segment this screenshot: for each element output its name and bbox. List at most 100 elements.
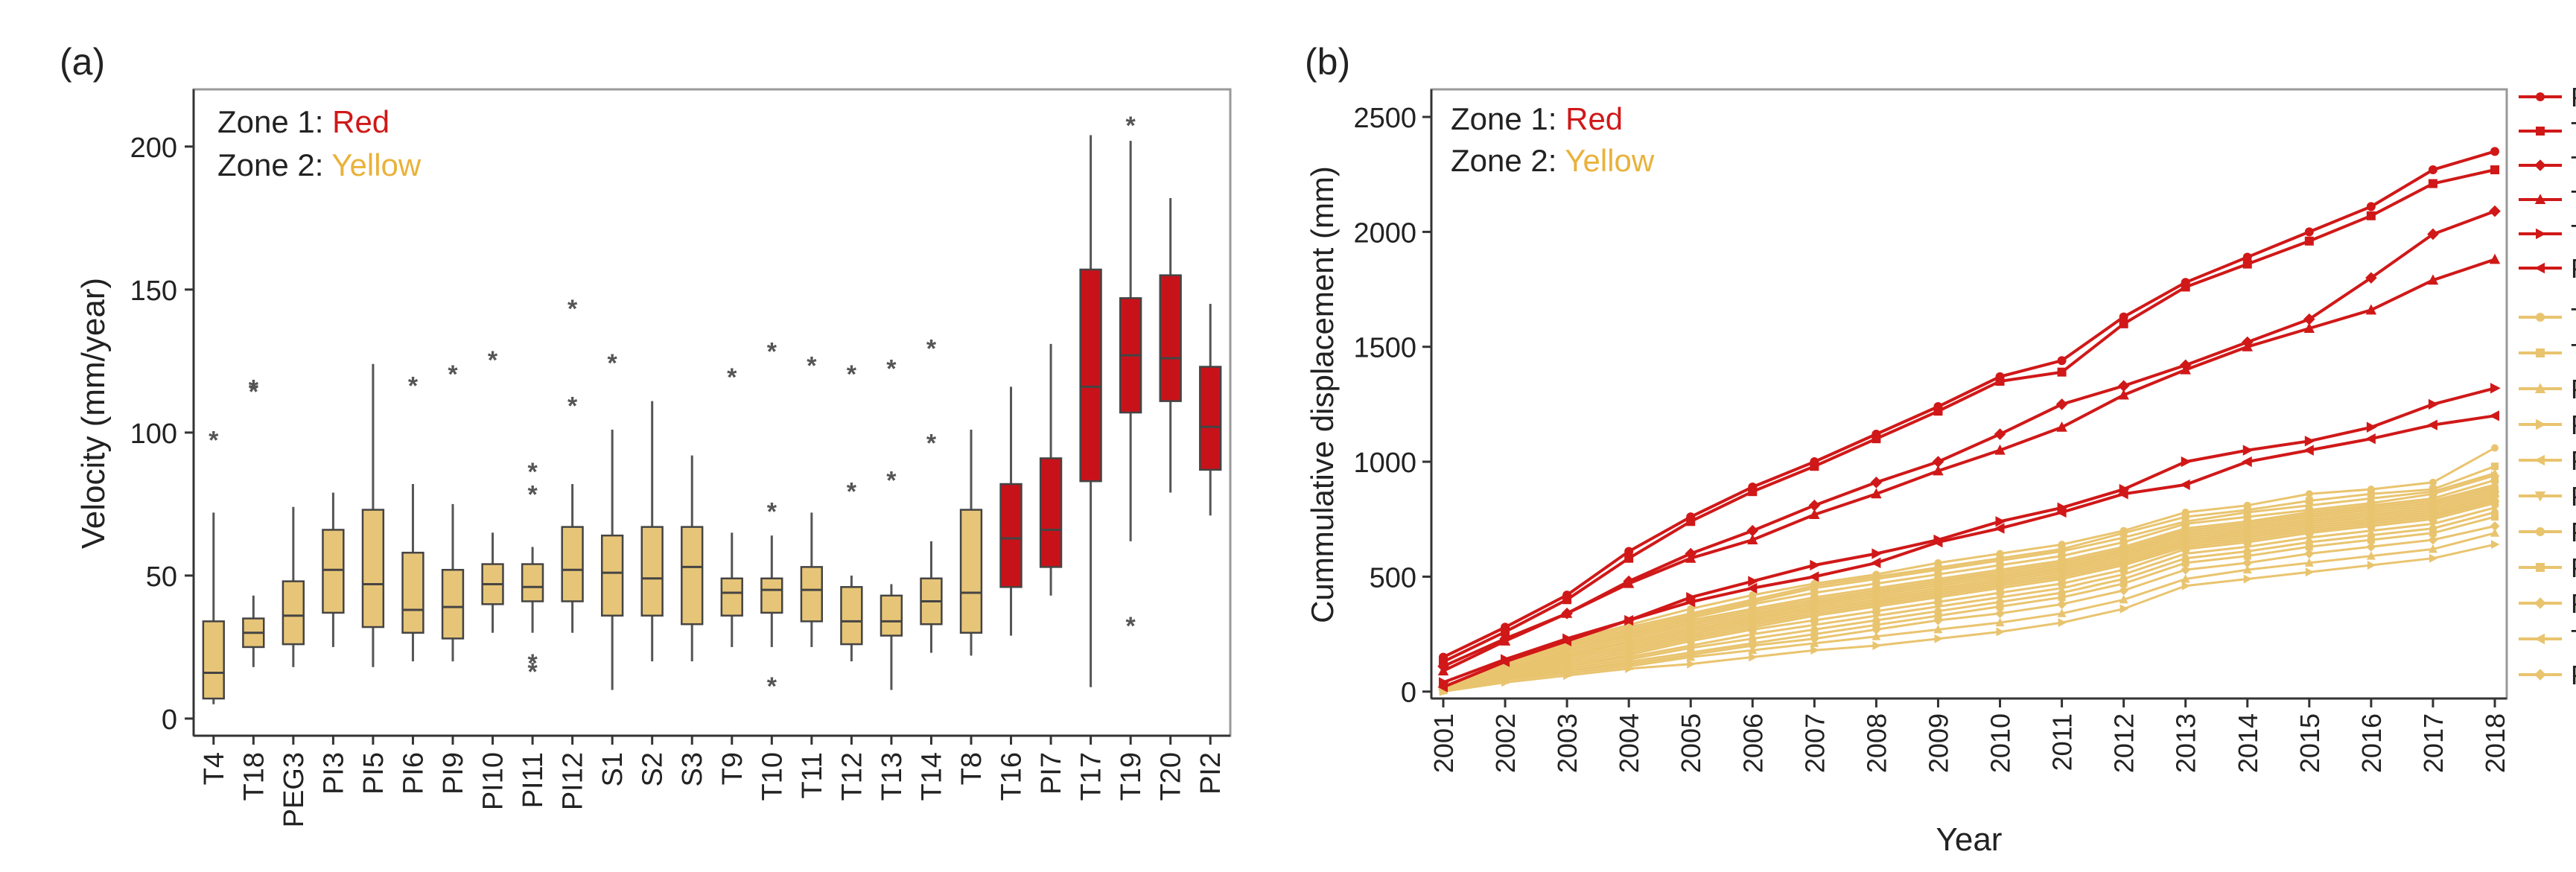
legend-item-PI10: PI10: [2519, 517, 2576, 547]
series-point: [2242, 558, 2253, 568]
box-iqr: [999, 483, 1023, 588]
legend-item-PI6: PI6: [2519, 445, 2576, 476]
series-point: [2119, 538, 2129, 547]
series-point: [1685, 552, 1696, 563]
series-point: [2181, 456, 2192, 468]
series-point: [1685, 596, 1696, 608]
series-point: [1994, 523, 2005, 534]
legend-label: T4: [2571, 302, 2576, 333]
panel-b-x-tick-label: 2005: [1676, 713, 1706, 773]
box-outlier: *: [926, 429, 937, 457]
box-outlier: *: [527, 481, 538, 509]
panel-b-x-tick-label: 2011: [2047, 713, 2078, 771]
series-point: [2428, 544, 2437, 553]
series-point: [2057, 356, 2067, 366]
panel-b-series-legend: PI7 T16 T17 T19 T20 PI2 T4 T18 PI3 PI5 PI6 PI9 PI10 P…: [2519, 82, 2576, 690]
series-point: [1748, 487, 1758, 497]
legend-label: T19: [2571, 185, 2576, 215]
box-T14: **: [920, 335, 943, 653]
box-iqr: [840, 586, 863, 646]
series-point: [2057, 608, 2067, 617]
series-point: [1624, 547, 1634, 556]
legend-item-T16: T16: [2519, 116, 2576, 147]
panel-a-y-tick-label: 200: [130, 133, 177, 164]
panel-b-y-tick-label: 2000: [1353, 217, 1416, 249]
series-point: [2181, 282, 2190, 292]
series-point: [2367, 560, 2376, 570]
series-point: [1872, 579, 1881, 588]
box-outlier: *: [527, 458, 538, 486]
series-point: [2429, 489, 2438, 499]
series-point: [2119, 594, 2128, 604]
panel-b-ylabel: Cummulative displacement (mm): [1305, 166, 1340, 623]
series-point: [1996, 627, 2006, 637]
series-point: [2429, 553, 2438, 563]
box-outlier: *: [527, 649, 538, 678]
series-line: [1443, 465, 2496, 689]
series-point: [1995, 516, 2006, 527]
series-line: [1443, 447, 2496, 688]
box-outlier: *: [567, 392, 578, 420]
panel-b-label: (b): [1305, 41, 1350, 83]
series-point: [1870, 557, 1881, 569]
box-T8: [959, 430, 983, 656]
series-point: [2305, 567, 2315, 577]
series-line: [1443, 472, 2496, 689]
box-outlier: *: [807, 352, 817, 381]
box-PI5: [361, 363, 385, 667]
series-point: [2490, 147, 2499, 156]
series-point: [2489, 253, 2501, 264]
legend-label: PI6: [2571, 445, 2576, 476]
series-point: [2181, 573, 2190, 583]
box-T10: * * *: [760, 338, 783, 701]
panel-a-x-tick-label: S2: [637, 752, 669, 786]
legend-label: T8: [2571, 624, 2576, 655]
legend-item-PI9: PI9: [2519, 481, 2576, 512]
series-point: [1810, 588, 1819, 598]
box-outlier: *: [1126, 612, 1136, 640]
series-point: [1623, 577, 1635, 588]
series-point: [2055, 398, 2068, 410]
panel-b-y-tick-label: 1000: [1353, 448, 1416, 479]
panel-a-x-tick-label: T16: [996, 752, 1028, 801]
panel-b-x-tick-label: 2010: [1985, 713, 2016, 773]
series-line: [1443, 492, 2496, 691]
legend-item-PI5: PI5: [2519, 410, 2576, 440]
box-PI6: *: [401, 372, 424, 662]
box-outlier: *: [527, 658, 538, 687]
series-point: [2428, 179, 2437, 188]
series-line: [1443, 168, 2496, 663]
series-line: [1443, 258, 2496, 672]
box-T19: **: [1119, 112, 1142, 640]
series-point: [1686, 652, 1696, 661]
series-point: [2303, 445, 2314, 456]
panel-a-x-tick-label: PI6: [398, 752, 429, 795]
series-point: [1687, 659, 1696, 669]
series-point: [2057, 584, 2067, 593]
legend-item-PI2: PI2: [2519, 253, 2576, 284]
panel-a-zone2-text: Zone 2: Yellow: [217, 147, 422, 182]
series-point: [2241, 456, 2252, 468]
panel-b-x-tick-label: 2004: [1614, 713, 1644, 773]
panel-a-ylabel: Velocity (mm/year): [75, 278, 112, 549]
box-outlier: *: [926, 335, 937, 363]
series-point: [1748, 630, 1758, 640]
panel-b-y-axis: 0 500 1000 1500 2000 2500: [1353, 89, 1433, 709]
panel-b-x-tick-label: 2016: [2356, 713, 2387, 773]
panel-a-boxes: *** * **********************: [202, 112, 1222, 704]
series-point: [1933, 407, 1943, 416]
series-point: [1562, 595, 1572, 605]
box-outlier: *: [847, 360, 857, 389]
panel-b-x-axis: 2001 2002 2003 2004 2005 2006 2007 2008 2009 2010…: [1428, 697, 2510, 773]
series-point: [2243, 574, 2253, 584]
legend-label: T16: [2571, 116, 2576, 147]
legend-marker: [2536, 92, 2545, 101]
series-point: [1995, 617, 2005, 627]
series-point: [2181, 564, 2191, 575]
panel-a-x-tick-label: T19: [1116, 752, 1147, 801]
series-point: [2119, 585, 2129, 596]
series-point: [2491, 444, 2499, 452]
panel-b-zone2-prefix: Zone 2:: [1451, 143, 1565, 178]
series-line: [1443, 483, 2496, 690]
series-point: [2366, 541, 2376, 552]
